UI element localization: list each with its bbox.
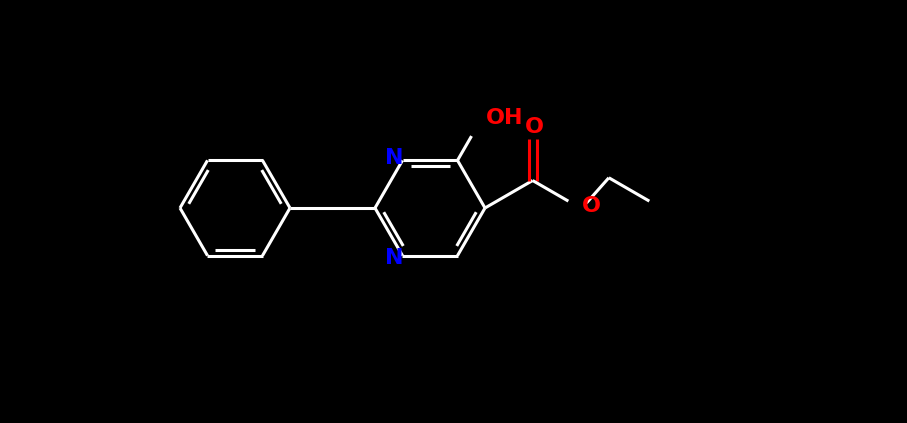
Text: OH: OH xyxy=(486,108,523,128)
Text: O: O xyxy=(582,196,601,216)
Text: N: N xyxy=(385,247,404,268)
Text: O: O xyxy=(525,117,544,137)
Text: N: N xyxy=(385,148,404,168)
